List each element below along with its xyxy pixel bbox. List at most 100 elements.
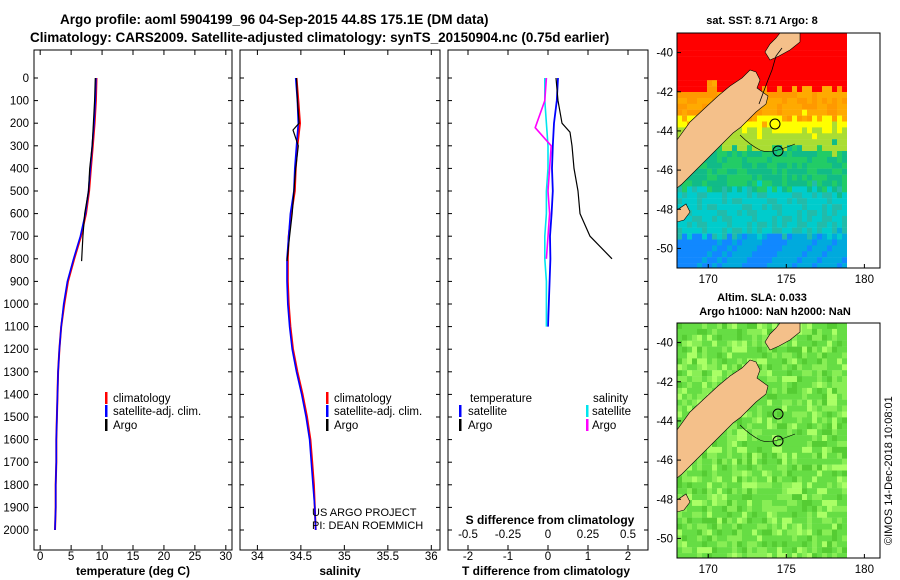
sla-cell <box>817 541 823 548</box>
sla-cell <box>682 352 688 359</box>
sst-cell <box>742 33 748 40</box>
sst-cell <box>802 56 808 63</box>
sla-cell <box>747 346 753 353</box>
sla-cell <box>772 464 778 471</box>
sst-cell <box>722 227 728 234</box>
map-blank-strip <box>847 33 880 268</box>
sla-cell <box>737 328 743 335</box>
sst-cell <box>742 239 748 246</box>
depth-tick-label: 1700 <box>3 457 29 469</box>
sst-cell <box>792 210 798 217</box>
sla-cell <box>837 500 843 507</box>
sla-cell <box>752 435 758 442</box>
sla-cell <box>772 411 778 418</box>
sla-cell <box>777 411 783 418</box>
sla-cell <box>752 446 758 453</box>
sla-cell <box>722 547 728 554</box>
sst-cell <box>732 168 738 175</box>
sla-cell <box>707 470 713 477</box>
sst-cell <box>822 180 828 187</box>
sst-cell <box>712 86 718 93</box>
sla-cell <box>832 482 838 489</box>
sst-cell <box>802 174 808 181</box>
depth-tick-label: 600 <box>10 209 29 221</box>
sst-cell <box>712 204 718 211</box>
sst-cell <box>772 162 778 169</box>
sst-cell <box>792 133 798 140</box>
sst-cell <box>842 139 847 146</box>
sst-cell <box>677 74 683 81</box>
sla-cell <box>687 334 693 341</box>
sla-cell <box>807 393 813 400</box>
sst-cell <box>762 127 768 134</box>
sst-cell <box>707 204 713 211</box>
sla-cell <box>717 553 723 558</box>
sla-cell <box>702 352 708 359</box>
sla-cell <box>802 334 808 341</box>
sla-cell <box>737 458 743 465</box>
sla-cell <box>797 452 803 459</box>
sla-cell <box>807 494 813 501</box>
sla-cell <box>782 393 788 400</box>
sla-cell <box>747 423 753 430</box>
sst-cell <box>837 251 843 258</box>
sla-cell <box>837 482 843 489</box>
x-tick-label: 35 <box>338 551 351 563</box>
sst-cell <box>777 92 783 99</box>
sla-cell <box>817 334 823 341</box>
sla-cell <box>767 523 773 530</box>
sst-cell <box>692 227 698 234</box>
sst-cell <box>832 180 838 187</box>
sla-cell <box>752 417 758 424</box>
sst-cell <box>827 215 833 222</box>
sst-cell <box>777 162 783 169</box>
sla-cell <box>722 376 728 383</box>
sst-cell <box>737 44 743 51</box>
sla-cell <box>787 529 793 536</box>
sst-cell <box>737 68 743 75</box>
sst-cell <box>737 151 743 158</box>
sla-cell <box>842 370 847 377</box>
sst-cell <box>687 115 693 122</box>
sst-cell <box>727 251 733 258</box>
sst-cell <box>712 186 718 193</box>
sst-cell <box>727 139 733 146</box>
depth-tick-label: 700 <box>10 231 29 243</box>
sla-cell <box>802 417 808 424</box>
sla-cell <box>777 393 783 400</box>
sst-cell <box>797 133 803 140</box>
sst-cell <box>807 180 813 187</box>
sst-cell <box>782 210 788 217</box>
sst-cell <box>747 227 753 234</box>
sla-cell <box>762 535 768 542</box>
sla-cell <box>762 523 768 530</box>
sst-cell <box>702 168 708 175</box>
sst-cell <box>742 174 748 181</box>
sst-cell <box>807 56 813 63</box>
sst-cell <box>692 221 698 228</box>
sst-cell <box>782 103 788 110</box>
sst-cell <box>762 186 768 193</box>
sla-cell <box>812 482 818 489</box>
sst-cell <box>747 156 753 163</box>
sla-cell <box>727 458 733 465</box>
sla-cell <box>737 523 743 530</box>
legend-climatology-label: climatology <box>113 393 171 405</box>
lat-tick-label: -40 <box>656 338 673 350</box>
sla-cell <box>732 423 738 430</box>
sla-cell <box>837 494 843 501</box>
sst-cell <box>722 33 728 40</box>
sla-cell <box>822 370 828 377</box>
legend-t-satellite-swatch <box>459 405 462 417</box>
sst-cell <box>832 263 838 268</box>
sst-cell <box>792 221 798 228</box>
sla-cell <box>787 547 793 554</box>
sla-cell <box>787 346 793 353</box>
sla-cell <box>757 511 763 518</box>
sst-cell <box>782 74 788 81</box>
sst-cell <box>822 215 828 222</box>
sla-cell <box>812 387 818 394</box>
sla-cell <box>767 446 773 453</box>
sst-cell <box>747 62 753 69</box>
sst-cell <box>832 115 838 122</box>
